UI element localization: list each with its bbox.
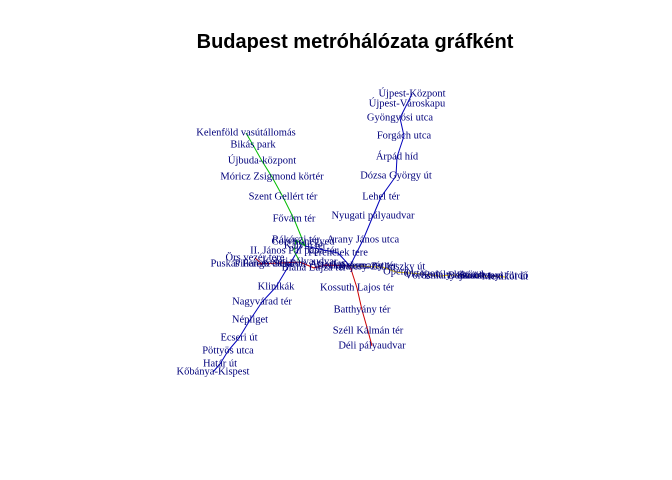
station-label-kobanya-kispest: Kőbánya-Kispest xyxy=(177,366,250,377)
station-label-deli-palyaudvar: Déli pályaudvar xyxy=(338,340,406,351)
edge-m4-fovam-ter-to-kalvin-ter xyxy=(293,218,306,247)
graph-title: Budapest metróhálózata gráfként xyxy=(197,31,514,53)
station-label-oktogon: Oktogon xyxy=(404,268,442,279)
edge-m1-szechenyi-furdo-to-mexikoi-ut xyxy=(493,275,506,278)
edge-m3-pottyos-utca-to-hatar-ut xyxy=(219,350,229,365)
edge-m4-kelenfold-vasutallomas-to-bikas-park xyxy=(245,132,254,146)
station-label-ujbuda-kozpont: Újbuda-központ xyxy=(228,154,296,166)
station-label-vorosmarty-ter: Vörösmarty tér xyxy=(333,260,397,271)
station-label-vorosmarty-utca: Vörösmarty utca xyxy=(405,270,476,281)
edge-m3-forgach-utca-to-arpad-hid xyxy=(396,135,405,158)
edge-m3-arany-janos-utca-to-deak-ferenc-ter xyxy=(349,239,364,267)
edge-m2-szell-kalman-ter-to-batthyany-ter xyxy=(361,309,369,332)
station-label-dozsa-gyorgy-ut: Dózsa György út xyxy=(360,170,432,181)
edge-m3-deak-ferenc-ter-to-ferenciek-tere xyxy=(337,252,351,267)
station-label-szell-kalman-ter: Széll Kálmán tér xyxy=(333,325,404,336)
station-label-arpad-hid: Árpád híd xyxy=(376,150,419,162)
station-label-lehel-ter: Lehel tér xyxy=(362,191,400,202)
station-label-astoria: Astoria xyxy=(310,259,341,270)
edge-m3-ferenciek-tere-to-kalvin-ter xyxy=(304,245,339,254)
station-label-forgach-utca: Forgách utca xyxy=(377,130,432,141)
station-label-kodaly-korond: Kodály körönd xyxy=(420,269,484,280)
station-label-kalvin-ter: Kálvin tér xyxy=(284,240,327,251)
station-label-klinikak: Klinikák xyxy=(258,281,295,292)
edge-m4-kalvin-ter-to-rakoczi-ter xyxy=(295,239,306,247)
edge-m4-rakoczi-ter-to-ii-janos-pal-papa-ter xyxy=(293,239,297,252)
station-label-arany-janos-utca: Arany János utca xyxy=(327,234,400,245)
edge-m4-moricz-zsigmond-korter-to-szent-gellert-ter xyxy=(271,176,284,198)
station-label-szent-gellert-ter: Szent Gellért tér xyxy=(249,191,318,202)
edge-m3-dozsa-gyorgy-ut-to-lehel-ter xyxy=(380,175,397,198)
edge-m2-astoria-to-blaha-lujza-ter xyxy=(313,264,326,269)
edge-m3-ujpest-varoskapu-to-gyongyosi-utca xyxy=(399,103,408,119)
edge-m1-opera-to-oktogon xyxy=(395,271,423,275)
station-label-puskas-ferenc-stadion: Puskás Ferenc Stadion xyxy=(210,258,306,269)
station-label-ujpest-kozpont: Újpest-Központ xyxy=(378,87,445,99)
edge-m3-nepliget-to-ecseri-ut xyxy=(238,319,251,339)
station-label-rakoczi-ter: Rákóczi tér xyxy=(272,234,321,245)
station-label-pillango-utca: Pillangó utca xyxy=(234,258,289,269)
station-label-ujpest-varoskapu: Újpest-Városkapu xyxy=(369,97,446,109)
station-label-moricz-zsigmond-korter: Móricz Zsigmond körtér xyxy=(220,171,324,182)
station-label-nepliget: Népliget xyxy=(232,314,268,325)
edge-m1-vorosmarty-utca-to-kodaly-korond xyxy=(439,274,453,277)
station-label-hatar-ut: Határ út xyxy=(203,358,237,369)
station-label-bikas-park: Bikás park xyxy=(230,139,276,150)
station-label-opera: Opera xyxy=(383,266,409,277)
edge-m2-keleti-palyaudvar-to-puskas-ferenc-stadion xyxy=(257,261,301,265)
edge-m3-nagyvarad-ter-to-nepliget xyxy=(249,301,263,321)
edge-m3-corvin-negyed-to-klinikak xyxy=(275,241,304,288)
edge-m2-deak-ferenc-ter-to-astoria xyxy=(324,264,351,267)
station-label-keleti-palyaudvar: Keleti pályaudvar xyxy=(263,256,338,267)
edge-m3-lehel-ter-to-nyugati-palyaudvar xyxy=(372,196,382,217)
station-label-kelenfold-vasutallomas: Kelenföld vasútállomás xyxy=(196,127,295,138)
station-label-hosok-tere: Hősök tere xyxy=(457,270,503,281)
edge-m3-arpad-hid-to-dozsa-gyorgy-ut xyxy=(395,156,398,177)
station-label-kossuth-lajos-ter: Kossuth Lajos tér xyxy=(320,282,395,293)
station-label-nagyvarad-ter: Nagyvárad tér xyxy=(232,296,292,307)
station-label-fovam-ter: Fővám tér xyxy=(273,213,316,224)
station-label-ecseri-ut: Ecseri út xyxy=(220,332,257,343)
edge-m3-nyugati-palyaudvar-to-arany-janos-utca xyxy=(362,215,374,241)
station-label-nyugati-palyaudvar: Nyugati pályaudvar xyxy=(331,210,415,221)
edge-m3-ecseri-ut-to-pottyos-utca xyxy=(227,337,240,352)
edge-m2-kossuth-lajos-ter-to-deak-ferenc-ter xyxy=(349,265,358,289)
edges-layer xyxy=(212,93,506,373)
station-label-ferenciek-tere: Ferenciek tere xyxy=(308,247,368,258)
edge-m2-blaha-lujza-ter-to-keleti-palyaudvar xyxy=(299,261,315,269)
station-label-szechenyi-furdo: Széchenyi fürdő xyxy=(460,270,529,281)
station-label-deak-ferenc-ter: Deák Ferenc tér xyxy=(316,260,384,271)
edge-m4-szent-gellert-ter-to-fovam-ter xyxy=(282,196,295,220)
edge-m4-ii-janos-pal-papa-ter-to-keleti-palyaudvar xyxy=(293,250,301,263)
station-label-corvin-negyed: Corvin-negyed xyxy=(272,236,336,247)
edge-m4-bikas-park-to-ujbuda-kozpont xyxy=(252,144,263,162)
station-label-ii-janos-pal-papa-ter: II. János Pál pápa tér xyxy=(250,245,338,256)
edge-m1-bajcsy-zsilinszky-ut-to-opera xyxy=(381,266,397,273)
edge-m2-batthyany-ter-to-kossuth-lajos-ter xyxy=(356,287,363,311)
edge-m3-klinikak-to-nagyvarad-ter xyxy=(261,286,277,303)
edge-m3-hatar-ut-to-kobanya-kispest xyxy=(212,363,221,373)
edge-m1-kodaly-korond-to-bajza-utca xyxy=(451,274,471,277)
edge-m4-ujbuda-kozpont-to-moricz-zsigmond-korter xyxy=(261,160,273,178)
station-label-bajcsy-zsilinszky-ut: Bajcsy-Zsilinszky út xyxy=(339,261,426,272)
edge-m1-oktogon-to-vorosmarty-utca xyxy=(421,273,441,277)
edge-m1-deak-ferenc-ter-to-bajcsy-zsilinszky-ut xyxy=(349,265,383,268)
station-label-ors-vezer-tere: Örs vezér tere xyxy=(226,251,285,263)
station-label-bajza-utca: Bajza utca xyxy=(448,270,492,281)
station-label-batthyany-ter: Batthyány tér xyxy=(334,304,391,315)
station-label-blaha-lujza-ter: Blaha Lujza tér xyxy=(282,262,347,273)
station-label-pottyos-utca: Pöttyös utca xyxy=(202,345,254,356)
edge-m3-ujpest-kozpont-to-ujpest-varoskapu xyxy=(406,93,413,105)
station-label-mexikoi-ut: Mexikói út xyxy=(482,271,528,282)
station-label-gyongyosi-utca: Gyöngyösi utca xyxy=(367,112,434,123)
edge-m2-pillango-utca-to-ors-vezer-tere xyxy=(254,257,263,265)
edge-m3-gyongyosi-utca-to-forgach-utca xyxy=(399,117,405,137)
edge-m2-deli-palyaudvar-to-szell-kalman-ter xyxy=(367,330,373,347)
